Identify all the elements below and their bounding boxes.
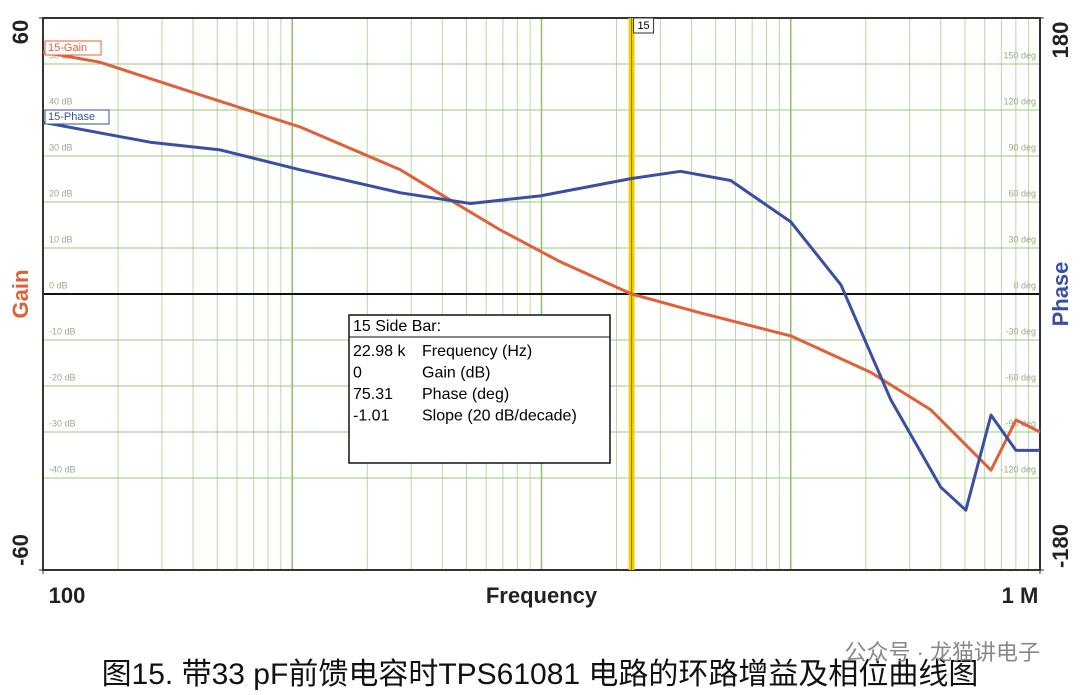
cursor-label: 15	[637, 20, 649, 32]
info-name: Gain (dB)	[422, 365, 490, 382]
watermark: 公众号 · 龙猫讲电子	[844, 640, 1040, 665]
y2-minor-label: 0 deg	[1013, 280, 1036, 290]
info-title: 15 Side Bar:	[353, 318, 441, 335]
info-value: 0	[353, 365, 362, 382]
y-minor-label: 40 dB	[49, 96, 73, 106]
y2-minor-label: 90 deg	[1008, 142, 1036, 152]
y2-tick-label: 180	[1048, 22, 1073, 59]
caption: 图15. 带33 pF前馈电容时TPS61081 电路的环路增益及相位曲线图	[102, 658, 979, 691]
info-name: Frequency (Hz)	[422, 343, 532, 360]
legend-label: 15-Phase	[48, 111, 95, 123]
info-box	[348, 314, 611, 464]
plot-frame	[42, 17, 1041, 571]
info-value: 75.31	[353, 386, 393, 403]
y2-axis-label: Phase	[1048, 262, 1073, 327]
info-name: Phase (deg)	[422, 386, 509, 403]
y2-tick-label: -180	[1048, 524, 1073, 568]
info-value: -1.01	[353, 408, 390, 425]
y2-minor-label: 60 deg	[1008, 188, 1036, 198]
info-value: 22.98 k	[353, 343, 406, 360]
y-minor-label: 10 dB	[49, 234, 73, 244]
y-minor-label: 0 dB	[49, 280, 68, 290]
y2-minor-label: 30 deg	[1008, 234, 1036, 244]
legend-box	[44, 109, 110, 125]
y2-minor-label: 150 deg	[1003, 50, 1036, 60]
y-minor-label: -10 dB	[49, 326, 76, 336]
y2-minor-label: -60 deg	[1005, 372, 1036, 382]
y-minor-label: -40 dB	[49, 464, 76, 474]
x-tick-label: 100	[49, 583, 86, 608]
legend-label: 15-Gain	[48, 42, 87, 54]
y-minor-label: -30 dB	[49, 418, 76, 428]
y-tick-label: -60	[8, 534, 33, 566]
y-minor-label: -20 dB	[49, 372, 76, 382]
cursor-tag	[633, 17, 655, 34]
y-minor-label: 20 dB	[49, 188, 73, 198]
info-name: Slope (20 dB/decade)	[422, 408, 577, 425]
y-minor-label: 30 dB	[49, 142, 73, 152]
y-tick-label: 60	[8, 20, 33, 44]
x-axis-label: Frequency	[486, 583, 598, 608]
y2-minor-label: -120 deg	[1000, 464, 1036, 474]
series-line	[42, 120, 1040, 512]
x-tick-label: 1 M	[1002, 583, 1039, 608]
y-axis-label: Gain	[8, 270, 33, 319]
series-line	[42, 50, 1041, 472]
legend-box	[44, 40, 102, 56]
y2-minor-label: -30 deg	[1005, 326, 1036, 336]
y2-minor-label: 120 deg	[1003, 96, 1036, 106]
